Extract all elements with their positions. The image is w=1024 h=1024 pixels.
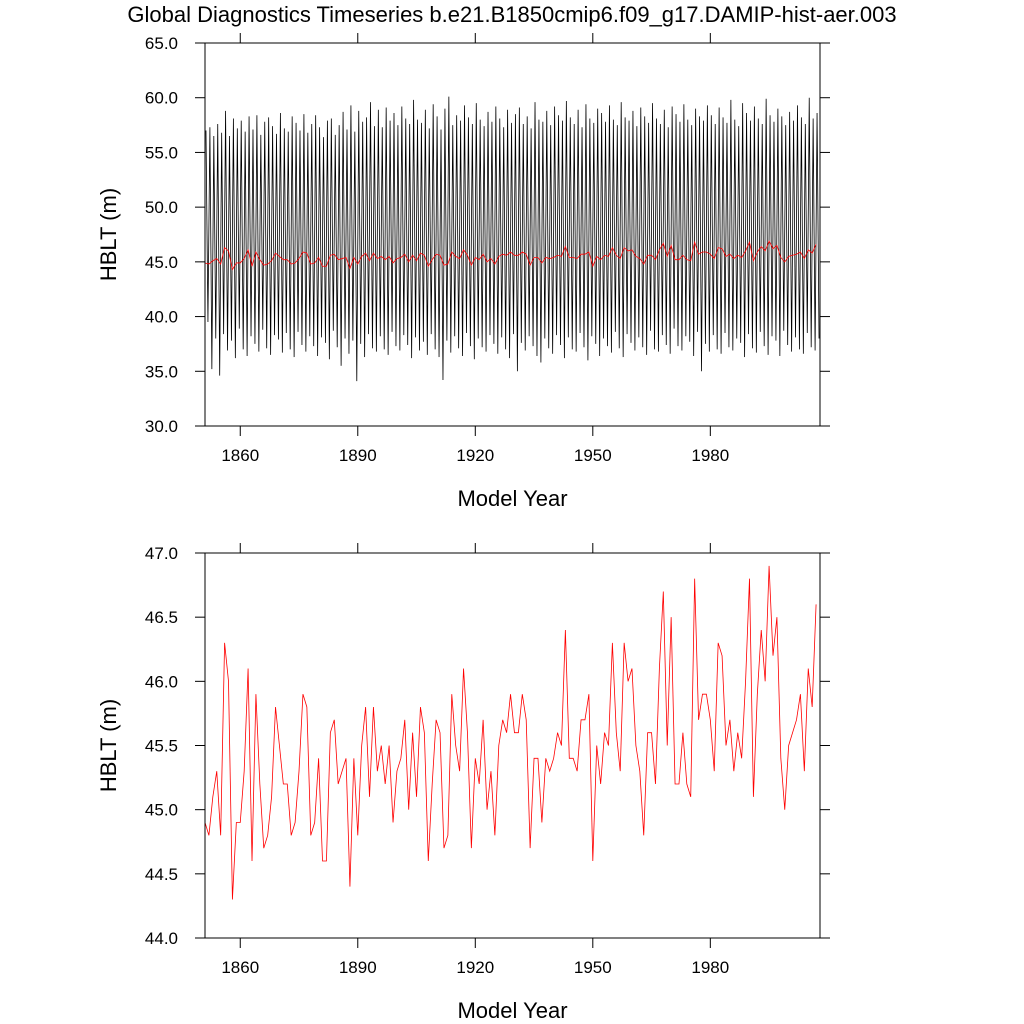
x-tick-label: 1980 [691, 446, 729, 465]
y-tick-label: 60.0 [145, 89, 178, 108]
y-tick-label: 55.0 [145, 143, 178, 162]
y-tick-label: 65.0 [145, 34, 178, 53]
x-tick-label: 1860 [221, 958, 259, 977]
x-axis-label: Model Year [457, 486, 567, 511]
y-tick-label: 40.0 [145, 308, 178, 327]
x-tick-label: 1950 [574, 446, 612, 465]
plot-area [205, 96, 820, 382]
plot-frame [204, 42, 821, 427]
y-tick-label: 44.0 [145, 929, 178, 948]
data-line [205, 240, 817, 271]
x-tick-label: 1860 [221, 446, 259, 465]
x-tick-label: 1980 [691, 958, 729, 977]
x-tick-label: 1920 [456, 446, 494, 465]
y-tick-label: 46.5 [145, 608, 178, 627]
x-tick-label: 1890 [339, 446, 377, 465]
data-line [205, 96, 820, 382]
y-tick-label: 30.0 [145, 417, 178, 436]
y-tick-label: 44.5 [145, 865, 178, 884]
y-axis-label: HBLT (m) [96, 188, 121, 281]
plot-frame [204, 552, 821, 939]
data-line [205, 565, 817, 900]
y-tick-label: 46.0 [145, 672, 178, 691]
x-tick-label: 1950 [574, 958, 612, 977]
y-tick-label: 45.5 [145, 737, 178, 756]
y-axis-label: HBLT (m) [96, 699, 121, 792]
chart-title: Global Diagnostics Timeseries b.e21.B185… [127, 2, 896, 27]
plot-area [205, 565, 817, 900]
x-axis-label: Model Year [457, 998, 567, 1023]
y-tick-label: 45.0 [145, 253, 178, 272]
y-tick-label: 50.0 [145, 198, 178, 217]
y-tick-label: 35.0 [145, 362, 178, 381]
x-tick-label: 1890 [339, 958, 377, 977]
y-tick-label: 47.0 [145, 544, 178, 563]
x-tick-label: 1920 [456, 958, 494, 977]
y-tick-label: 45.0 [145, 801, 178, 820]
